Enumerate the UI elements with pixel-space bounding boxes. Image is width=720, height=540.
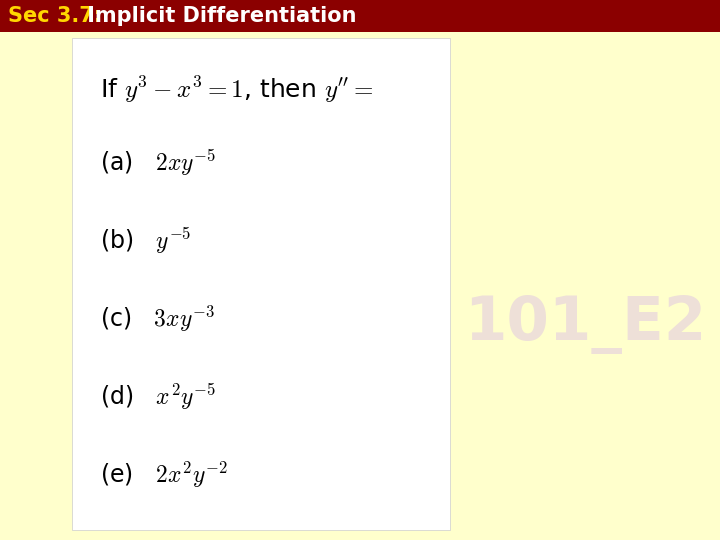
Text: Implicit Differentiation: Implicit Differentiation [80,6,356,26]
Text: 101_E2: 101_E2 [464,294,706,354]
FancyBboxPatch shape [0,0,720,32]
Text: (e)   $2x^2y^{-2}$: (e) $2x^2y^{-2}$ [100,460,228,490]
FancyBboxPatch shape [72,38,450,530]
Text: Sec 3.7:: Sec 3.7: [8,6,109,26]
Text: (b)   $y^{-5}$: (b) $y^{-5}$ [100,226,192,256]
Text: (a)   $2xy^{-5}$: (a) $2xy^{-5}$ [100,148,216,178]
Text: (c)   $3xy^{-3}$: (c) $3xy^{-3}$ [100,304,215,334]
Text: (d)   $x^2y^{-5}$: (d) $x^2y^{-5}$ [100,382,216,412]
Text: If $y^3 - x^3 = 1$, then $y'' =$: If $y^3 - x^3 = 1$, then $y'' =$ [100,75,374,105]
